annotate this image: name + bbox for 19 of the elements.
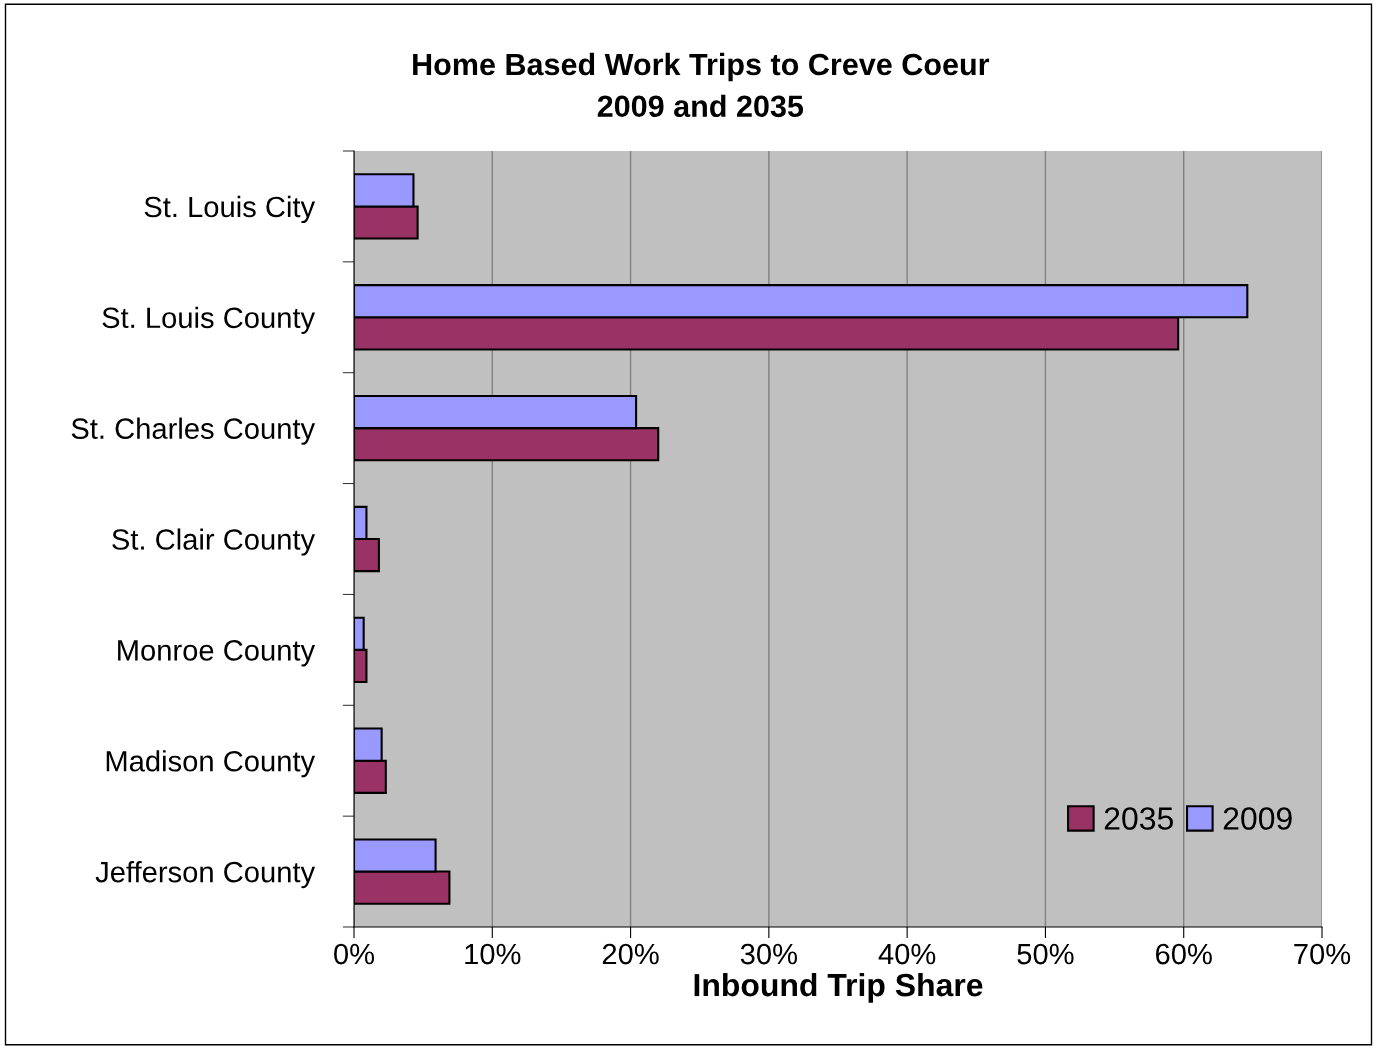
- x-tick-label: 30%: [740, 943, 798, 965]
- x-tick-label: 40%: [878, 943, 936, 965]
- x-tick-label: 50%: [1017, 943, 1074, 965]
- y-tick-label: St. Clair County: [112, 528, 316, 556]
- legend-label: 2035: [1104, 807, 1173, 830]
- x-tick-label: 20%: [602, 943, 659, 965]
- x-tick-label: 70%: [1294, 943, 1351, 965]
- x-tick-label: 0%: [334, 943, 375, 965]
- legend-label: 2009: [1223, 807, 1292, 830]
- x-axis-title: Inbound Trip Share: [694, 972, 983, 1003]
- y-tick-label: St. Louis City: [144, 195, 316, 224]
- x-tick-label: 60%: [1156, 943, 1212, 965]
- chart-title: Home Based Work Trips to Creve Coeur 2009 and 2035: [413, 52, 990, 118]
- y-tick-label: St. Louis County: [102, 306, 316, 334]
- y-tick-label: Madison County: [106, 750, 316, 778]
- x-tick-label: 10%: [465, 943, 521, 965]
- y-tick-label: Monroe County: [118, 640, 316, 667]
- y-tick-label: Jefferson County: [95, 861, 316, 889]
- y-tick-label: St. Charles County: [71, 417, 316, 445]
